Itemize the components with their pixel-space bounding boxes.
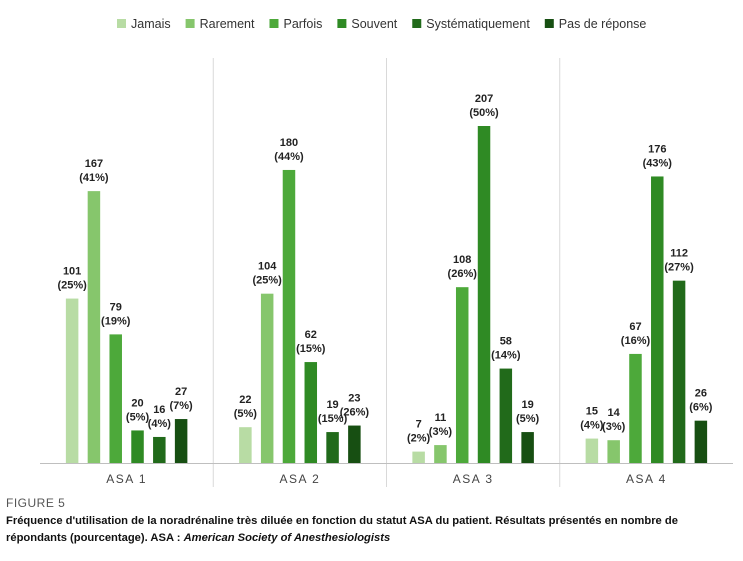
value-label-souvent-asa-2: 62 bbox=[305, 329, 317, 341]
percent-label-systematiquement-asa-3: (14%) bbox=[491, 350, 521, 362]
percent-label-pas-de-reponse-asa-4: (6%) bbox=[689, 402, 713, 414]
bar-parfois-asa-1 bbox=[109, 334, 122, 463]
bar-systematiquement-asa-4 bbox=[672, 280, 686, 463]
bar-systematiquement-asa-1 bbox=[153, 436, 166, 463]
percent-label-systematiquement-asa-1: (4%) bbox=[148, 418, 172, 430]
value-label-systematiquement-asa-3: 58 bbox=[500, 336, 512, 348]
value-label-parfois-asa-1: 79 bbox=[110, 301, 122, 313]
bar-chart: Jamais Rarement Parfois Souvent Systématique… bbox=[40, 17, 733, 487]
percent-label-jamais-asa-3: (2%) bbox=[407, 433, 431, 445]
percent-label-parfois-asa-3: (26%) bbox=[448, 268, 478, 280]
legend-swatch-parfois bbox=[269, 19, 279, 28]
bar-rarement-asa-3 bbox=[434, 445, 447, 463]
category-label-asa-2: ASA 2 bbox=[279, 472, 320, 486]
caption-text: Fréquence d'utilisation de la noradrénal… bbox=[6, 515, 678, 544]
category-label-asa-4: ASA 4 bbox=[626, 472, 667, 486]
percent-label-souvent-asa-2: (15%) bbox=[296, 343, 326, 355]
bar-jamais-asa-1 bbox=[65, 298, 79, 463]
legend-swatch-jamais bbox=[117, 19, 126, 28]
bar-jamais-asa-2 bbox=[239, 427, 252, 463]
bar-pas-de-reponse-asa-2 bbox=[348, 425, 361, 463]
bar-souvent-asa-4 bbox=[651, 176, 664, 463]
figure-caption: FIGURE 5 Fréquence d'utilisation de la n… bbox=[6, 496, 738, 547]
percent-label-souvent-asa-1: (5%) bbox=[126, 411, 150, 423]
bar-souvent-asa-2 bbox=[304, 362, 318, 463]
value-label-parfois-asa-3: 108 bbox=[453, 254, 471, 266]
percent-label-pas-de-reponse-asa-2: (26%) bbox=[340, 407, 370, 419]
category-label-asa-1: ASA 1 bbox=[106, 472, 147, 486]
legend-swatch-systematiquement bbox=[412, 19, 422, 28]
bar-souvent-asa-3 bbox=[477, 126, 491, 463]
percent-label-parfois-asa-1: (19%) bbox=[101, 315, 131, 327]
value-label-souvent-asa-3: 207 bbox=[475, 93, 493, 105]
legend-label-jamais: Jamais bbox=[131, 17, 171, 31]
value-label-pas-de-reponse-asa-1: 27 bbox=[175, 386, 187, 398]
legend-label-pas-de-reponse: Pas de réponse bbox=[559, 17, 647, 31]
value-label-parfois-asa-4: 67 bbox=[629, 321, 641, 333]
value-label-rarement-asa-4: 14 bbox=[608, 407, 621, 419]
legend-label-parfois: Parfois bbox=[283, 17, 322, 31]
percent-label-jamais-asa-1: (25%) bbox=[57, 280, 87, 292]
bar-systematiquement-asa-2 bbox=[326, 432, 339, 463]
value-label-rarement-asa-3: 11 bbox=[435, 412, 447, 424]
percent-label-parfois-asa-4: (16%) bbox=[621, 335, 651, 347]
bar-rarement-asa-4 bbox=[607, 440, 620, 463]
value-label-systematiquement-asa-4: 112 bbox=[670, 248, 688, 260]
percent-label-rarement-asa-2: (25%) bbox=[253, 275, 283, 287]
percent-label-rarement-asa-3: (3%) bbox=[429, 426, 453, 438]
legend-swatch-pas-de-reponse bbox=[544, 19, 554, 28]
percent-label-rarement-asa-4: (3%) bbox=[602, 421, 626, 433]
bar-systematiquement-asa-3 bbox=[499, 368, 513, 463]
value-label-jamais-asa-4: 15 bbox=[586, 406, 598, 418]
bar-pas-de-reponse-asa-1 bbox=[174, 419, 188, 463]
percent-label-jamais-asa-4: (4%) bbox=[580, 420, 604, 432]
bar-rarement-asa-1 bbox=[87, 191, 101, 463]
percent-label-pas-de-reponse-asa-1: (7%) bbox=[170, 400, 194, 412]
figure-label: FIGURE 5 bbox=[6, 496, 66, 510]
value-label-jamais-asa-2: 22 bbox=[239, 394, 251, 406]
bar-rarement-asa-2 bbox=[260, 293, 274, 463]
bar-jamais-asa-4 bbox=[585, 438, 599, 463]
value-label-souvent-asa-1: 20 bbox=[131, 397, 143, 409]
caption-italic: American Society of Anesthesiologists bbox=[183, 532, 391, 544]
bar-souvent-asa-1 bbox=[131, 430, 144, 463]
bar-pas-de-reponse-asa-4 bbox=[694, 420, 708, 463]
percent-label-souvent-asa-4: (43%) bbox=[643, 157, 673, 169]
percent-label-souvent-asa-3: (50%) bbox=[469, 107, 499, 119]
percent-label-parfois-asa-2: (44%) bbox=[274, 151, 304, 163]
category-label-asa-3: ASA 3 bbox=[453, 472, 494, 486]
bar-parfois-asa-3 bbox=[455, 287, 469, 463]
value-label-jamais-asa-1: 101 bbox=[63, 266, 81, 278]
value-label-souvent-asa-4: 176 bbox=[648, 143, 666, 155]
figure-description: Fréquence d'utilisation de la noradrénal… bbox=[6, 513, 738, 547]
bar-pas-de-reponse-asa-3 bbox=[521, 432, 534, 463]
percent-label-jamais-asa-2: (5%) bbox=[234, 408, 258, 420]
percent-label-systematiquement-asa-2: (15%) bbox=[318, 413, 348, 425]
legend-swatch-souvent bbox=[337, 19, 347, 28]
legend-label-rarement: Rarement bbox=[200, 17, 255, 31]
value-label-systematiquement-asa-2: 19 bbox=[326, 399, 338, 411]
value-label-pas-de-reponse-asa-3: 19 bbox=[522, 399, 534, 411]
value-label-parfois-asa-2: 180 bbox=[280, 137, 298, 149]
bar-parfois-asa-4 bbox=[629, 353, 642, 463]
bar-parfois-asa-2 bbox=[282, 169, 296, 463]
value-label-pas-de-reponse-asa-2: 23 bbox=[348, 393, 360, 405]
percent-label-systematiquement-asa-4: (27%) bbox=[664, 262, 694, 274]
value-label-pas-de-reponse-asa-4: 26 bbox=[695, 388, 707, 400]
value-label-rarement-asa-1: 167 bbox=[85, 158, 103, 170]
percent-label-rarement-asa-1: (41%) bbox=[79, 172, 109, 184]
legend-label-systematiquement: Systématiquement bbox=[426, 17, 530, 31]
percent-label-pas-de-reponse-asa-3: (5%) bbox=[516, 413, 540, 425]
value-label-rarement-asa-2: 104 bbox=[258, 261, 277, 273]
value-label-jamais-asa-3: 7 bbox=[416, 419, 422, 431]
legend-label-souvent: Souvent bbox=[351, 17, 397, 31]
bar-jamais-asa-3 bbox=[412, 451, 425, 463]
legend-swatch-rarement bbox=[185, 19, 195, 28]
value-label-systematiquement-asa-1: 16 bbox=[153, 404, 165, 416]
